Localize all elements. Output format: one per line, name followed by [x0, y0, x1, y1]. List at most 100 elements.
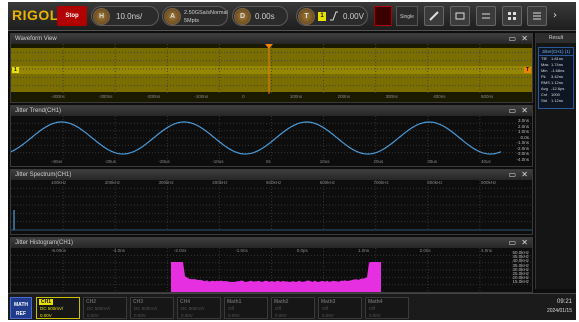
waveform-core	[11, 66, 532, 74]
close-icon[interactable]: ✕	[521, 170, 528, 180]
channel-offset: 0.00V	[275, 313, 287, 318]
acquisition-control[interactable]: A 2.50GSa/s 5Mpts Normal	[162, 6, 228, 26]
jitter-spectrum-panel: Jitter Spectrum(CH1) ▭ ✕ 100kHz 200kHz 300…	[10, 169, 533, 235]
menu-icon	[531, 10, 543, 22]
y-tick-label: 15.0kHz	[512, 279, 529, 284]
measurement-title: Jitter(CH1) (1)	[539, 48, 573, 56]
clock[interactable]: 09:21 2024/01/15	[547, 298, 572, 316]
channel-button-math2[interactable]: Math2 Off 0.00V	[271, 297, 315, 319]
channel-name: Math3	[321, 299, 335, 305]
channel-button-ch2[interactable]: CH2 DC 500mV/0.00V	[83, 297, 127, 319]
channel-scale: Off	[369, 306, 375, 311]
x-tick-label: -10us	[212, 159, 223, 164]
channel-name: CH1	[39, 299, 53, 305]
measure-button[interactable]	[424, 6, 444, 26]
channel-offset: 0.00V	[369, 313, 381, 318]
oscilloscope-screen: RIGOL Stop H 10.0ns/ A 2.50GSa/s 5Mpts N…	[8, 2, 576, 320]
channel-scale: DC 500mV/	[181, 306, 204, 311]
x-tick-label: 200ns	[338, 94, 350, 99]
maximize-icon[interactable]: ▭	[508, 170, 516, 180]
trigger-marker-right[interactable]: T	[524, 67, 531, 73]
channel-scale: DC 500mV/	[40, 306, 63, 311]
x-tick-label: -4.0ns	[112, 248, 125, 253]
channel-offset: 0.00V	[181, 313, 193, 318]
channel-button-math4[interactable]: Math4 Off 0.00V	[365, 297, 409, 319]
jitter-trend-plot	[11, 116, 532, 166]
channel-button-math3[interactable]: Math3 Off 0.00V	[318, 297, 362, 319]
acquisition-mode: Normal	[210, 3, 228, 23]
maximize-icon[interactable]: ▭	[508, 238, 516, 248]
horizontal-offset-control[interactable]: D 0.00s	[232, 6, 288, 26]
acquisition-knob-icon: A	[164, 8, 181, 25]
close-icon[interactable]: ✕	[521, 106, 528, 116]
math-button[interactable]	[476, 6, 496, 26]
x-tick-label: 500kHz	[266, 180, 281, 185]
channel-button-ch1[interactable]: CH1 DC 500mV/0.00V	[36, 297, 80, 319]
channel-button-math1[interactable]: Math1 Off 0.00V	[224, 297, 268, 319]
memory-depth: 5Mpts	[184, 11, 199, 31]
y-tick-label: -1.0ns	[516, 140, 529, 145]
jitter-histogram-plot	[11, 248, 532, 292]
channel-button-ch3[interactable]: CH3 DC 500mV/0.00V	[130, 297, 174, 319]
sidebar-header[interactable]: Result	[536, 33, 576, 43]
math-ref-button[interactable]: MATH REF	[10, 297, 32, 319]
channel-button-ch4[interactable]: CH4 DC 500mV/0.00V	[177, 297, 221, 319]
channel-offset: 0.00V	[322, 313, 334, 318]
timebase-knob-icon: H	[93, 8, 110, 25]
channel-scale: DC 500mV/	[134, 306, 157, 311]
top-toolbar: RIGOL Stop H 10.0ns/ A 2.50GSa/s 5Mpts N…	[8, 2, 576, 31]
y-tick-label: -3.0ns	[516, 151, 529, 156]
x-tick-label: -200ns	[147, 94, 161, 99]
ruler-icon	[428, 10, 440, 22]
x-tick-label: 100kHz	[51, 180, 66, 185]
y-tick-label: -4.0ns	[516, 157, 529, 162]
x-tick-label: -2.0ns	[174, 248, 187, 253]
channel-offset: 0.00V	[87, 313, 99, 318]
math-icon	[480, 10, 492, 22]
utility-button[interactable]	[502, 6, 522, 26]
maximize-icon[interactable]: ▭	[508, 106, 516, 116]
x-tick-label: 0s	[266, 159, 271, 164]
run-stop-label: Stop	[65, 13, 78, 19]
measurement-row: Std 1.12ns	[539, 98, 573, 104]
channel-scale: Off	[322, 306, 328, 311]
channel-marker-left[interactable]: 1	[12, 67, 19, 73]
cursor-icon	[454, 10, 466, 22]
x-tick-label: 700kHz	[374, 180, 389, 185]
channel-status-bar: MATH REF CH1 DC 500mV/0.00V CH2 DC 500mV/0.…	[8, 293, 576, 320]
panel-title-text: Jitter Spectrum(CH1)	[15, 172, 71, 178]
single-label: Single	[400, 14, 414, 20]
menu-button[interactable]	[527, 6, 547, 26]
single-button[interactable]	[374, 6, 392, 26]
x-tick-label: 500ns	[481, 94, 493, 99]
x-tick-label: 20us	[374, 159, 384, 164]
channel-scale: DC 500mV/	[87, 306, 110, 311]
measurement-sidebar: Result Jitter(CH1) (1) TIE 1.81ns Max 1.74n…	[535, 33, 576, 289]
y-tick-label: 1.0ns	[518, 129, 529, 134]
close-icon[interactable]: ✕	[521, 34, 528, 44]
single-label-box[interactable]: Single	[396, 6, 418, 26]
panel-title-text: Jitter Trend(CH1)	[15, 108, 61, 114]
expand-arrow-icon[interactable]: ›	[553, 10, 557, 21]
measurement-value: 1.12ns	[551, 98, 563, 104]
x-tick-label: 30us	[427, 159, 437, 164]
jitter-spectrum-plot	[11, 180, 532, 234]
clock-date: 2024/01/15	[547, 307, 572, 316]
cursor-button[interactable]	[450, 6, 470, 26]
run-stop-button[interactable]: Stop	[57, 6, 87, 26]
measurement-result-box[interactable]: Jitter(CH1) (1) TIE 1.81ns Max 1.74ns Min -1.…	[538, 47, 574, 109]
close-icon[interactable]: ✕	[521, 238, 528, 248]
measurement-key: Std	[541, 98, 547, 104]
timebase-control[interactable]: H 10.0ns/	[91, 6, 159, 26]
rigol-logo: RIGOL	[12, 7, 59, 23]
y-tick-label: 0.0s	[520, 135, 529, 140]
maximize-icon[interactable]: ▭	[508, 34, 516, 44]
x-tick-label: 400ns	[433, 94, 445, 99]
channel-name: CH2	[86, 299, 96, 305]
trigger-control[interactable]: T 1 0.00V	[296, 6, 368, 26]
trigger-level: 0.00V	[343, 7, 364, 27]
trigger-channel-badge: 1	[318, 12, 326, 21]
trigger-knob-icon: T	[298, 8, 315, 25]
channel-name: CH4	[180, 299, 190, 305]
x-tick-label: 400kHz	[212, 180, 227, 185]
